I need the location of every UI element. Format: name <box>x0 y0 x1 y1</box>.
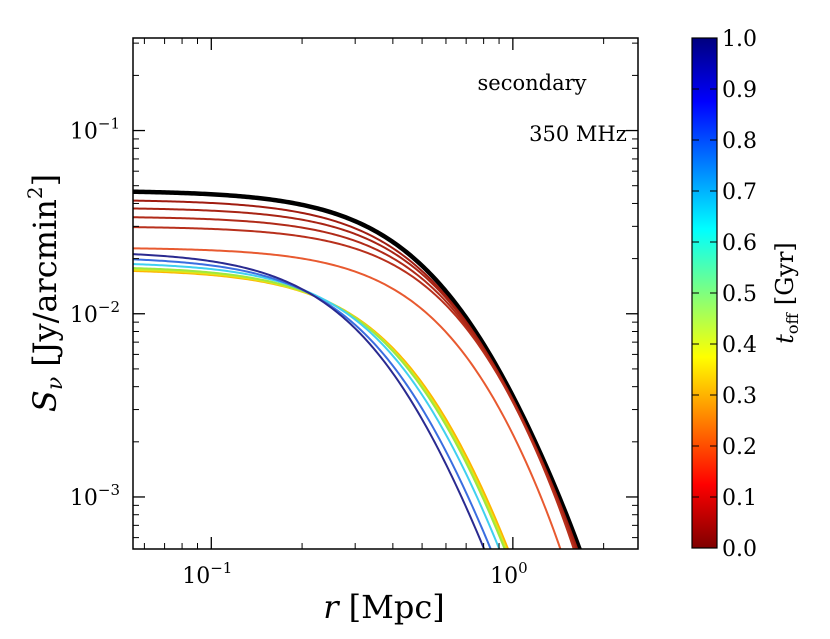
series-line-9 <box>133 263 501 549</box>
x-axis-unit: [Mpc] <box>349 588 445 626</box>
x-axis-label: r [Mpc] <box>323 588 444 626</box>
y-axis-subscript: ν <box>43 377 68 390</box>
series-line-5 <box>133 247 562 549</box>
tick-layer: 10−1 100 10−3 10−2 10−1 <box>70 38 638 589</box>
colorbar-tick-label-5: 0.5 <box>722 282 757 307</box>
colorbar-symbol: t <box>771 334 799 344</box>
colorbar-subscript: off <box>783 312 802 335</box>
colorbar-tick-label-7: 0.7 <box>722 180 757 205</box>
y-axis-unit: [Jy/arcmin <box>26 199 64 367</box>
x-tick-label-1: 100 <box>490 559 528 589</box>
y-tick-label-0: 10−3 <box>70 481 120 511</box>
series-line-7 <box>133 268 508 549</box>
plot-frame <box>132 37 639 550</box>
colorbar-tick-label-3: 0.3 <box>722 384 757 409</box>
colorbar-label: toff [Gyr] <box>771 242 802 344</box>
series-line-4 <box>133 226 575 549</box>
y-axis-close: ] <box>26 174 64 186</box>
y-axis-superscript: 2 <box>23 186 47 199</box>
colorbar-tick-label-9: 0.9 <box>722 78 757 103</box>
series-line-11 <box>133 253 486 549</box>
colorbar-unit: [Gyr] <box>771 242 799 305</box>
y-axis-symbol: S <box>26 390 64 412</box>
series-line-8 <box>133 267 506 549</box>
colorbar-tick-label-10: 1.0 <box>722 27 757 52</box>
colorbar-tick-label-6: 0.6 <box>722 231 757 256</box>
colorbar-ticks: 0.0 0.1 0.2 0.3 0.4 0.5 0.6 0.7 0.8 0.9 1.0 <box>692 27 757 562</box>
y-tick-label-2: 10−1 <box>70 115 120 145</box>
series-line-0 <box>133 189 582 549</box>
series-layer <box>133 189 582 549</box>
colorbar-tick-label-8: 0.8 <box>722 129 757 154</box>
colorbar-tick-label-4: 0.4 <box>722 333 757 358</box>
x-axis-symbol: r <box>323 588 340 626</box>
colorbar-tick-label-1: 0.1 <box>722 486 757 511</box>
y-axis-label: Sν [Jy/arcmin2] <box>23 174 68 412</box>
y-tick-label-1: 10−2 <box>70 298 120 328</box>
annotation-frequency: 350 MHz <box>529 122 627 146</box>
series-line-10 <box>133 258 492 549</box>
colorbar-tick-label-2: 0.2 <box>722 435 757 460</box>
colorbar-tick-label-0: 0.0 <box>722 537 757 562</box>
annotation-secondary: secondary <box>478 71 587 95</box>
x-tick-label-0: 10−1 <box>182 559 232 589</box>
